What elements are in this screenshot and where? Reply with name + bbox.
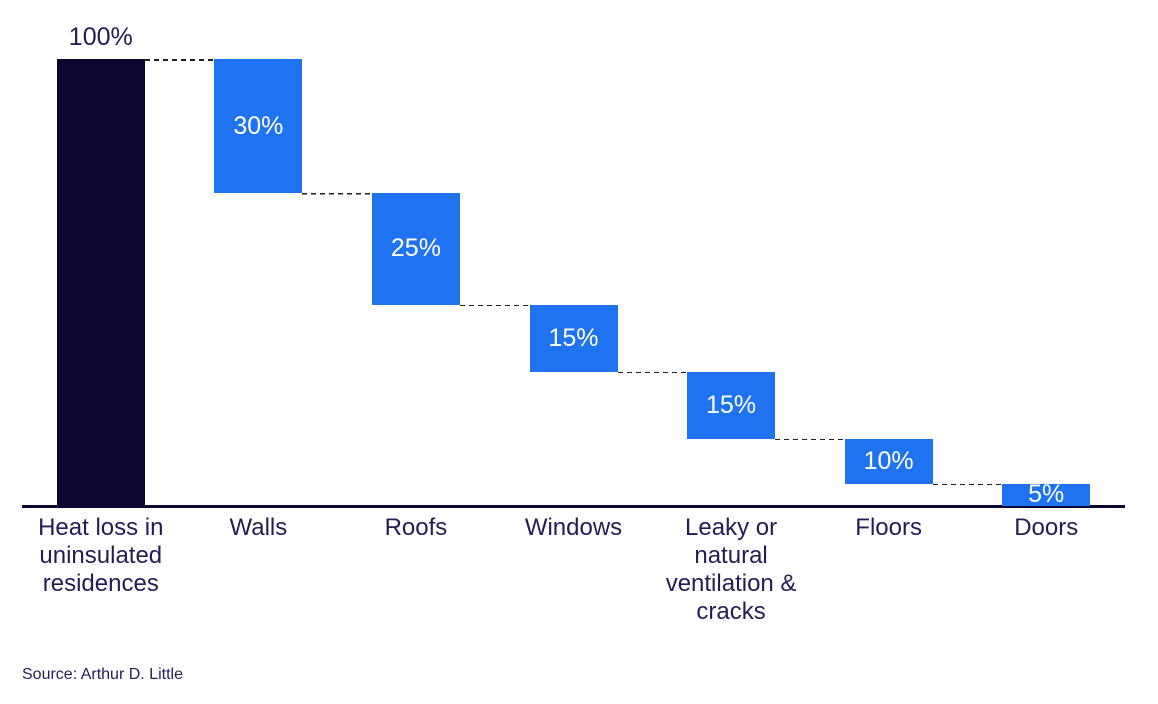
bar-value-label: 15%: [706, 390, 757, 419]
bar-value-label: 30%: [233, 111, 284, 140]
source-note: Source: Arthur D. Little: [22, 666, 183, 683]
connector-line: [617, 371, 688, 374]
connector-line: [775, 438, 845, 441]
bar-value-label: 5%: [1028, 480, 1065, 509]
category-label-windows: Windows: [524, 514, 623, 541]
connector-line: [459, 304, 530, 307]
x-axis-baseline: [22, 505, 1125, 508]
category-label-heat-loss-in-uninsulated-residences: Heat loss in uninsulated residences: [38, 514, 164, 597]
connector-line: [144, 59, 215, 61]
category-label-floors: Floors: [855, 514, 922, 541]
bar-heat-loss-in-uninsulated-residences: [56, 59, 145, 506]
category-label-roofs: Roofs: [384, 514, 448, 541]
bar-walls: [214, 59, 303, 194]
bar-value-label: 25%: [390, 234, 441, 263]
bar-roofs: [371, 193, 460, 305]
bar-windows: [529, 304, 618, 372]
bar-leaky-or-natural-ventilation-cracks: [687, 371, 776, 439]
bar-value-label: 10%: [863, 446, 914, 475]
total-value-label: 100%: [68, 22, 133, 51]
connector-line: [932, 483, 1003, 486]
bar-doors: [1002, 483, 1091, 506]
category-label-doors: Doors: [1014, 514, 1079, 541]
connector-line: [302, 193, 372, 195]
bar-floors: [844, 438, 933, 484]
bar-value-label: 15%: [548, 323, 599, 352]
category-label-walls: Walls: [229, 514, 288, 541]
category-label-leaky-or-natural-ventilation-cracks: Leaky or natural ventilation & cracks: [665, 514, 797, 625]
